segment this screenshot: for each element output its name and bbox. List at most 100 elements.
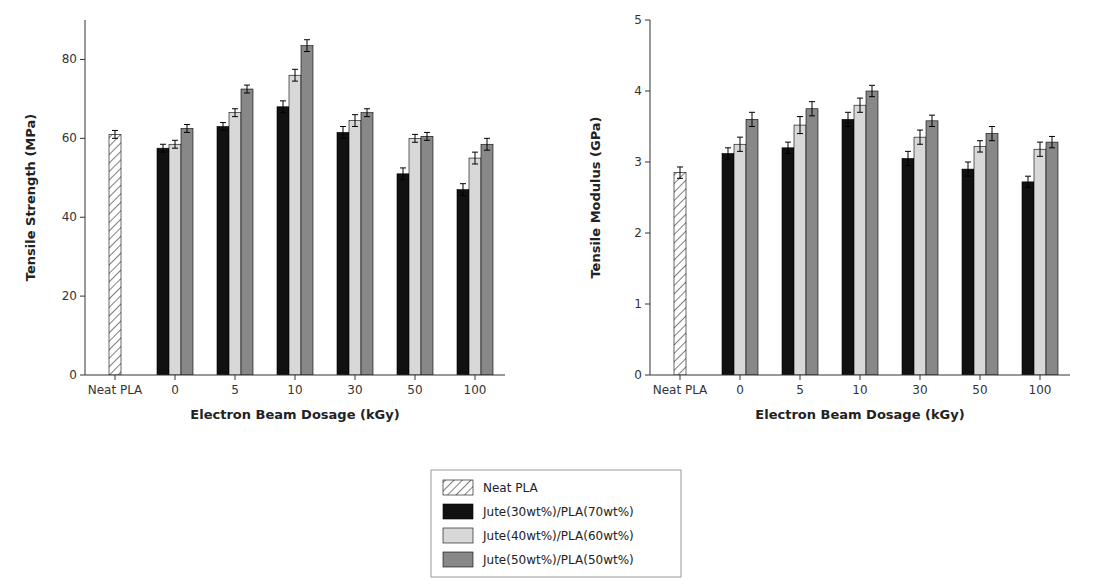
y-tick-label: 4 [634,84,642,98]
bar [109,134,121,375]
y-tick [80,375,85,376]
y-tick [645,91,650,92]
error-bar [797,117,803,134]
error-cap [340,138,346,139]
bar [722,153,734,375]
bar-hatch [109,134,121,375]
error-stem [367,109,368,117]
error-cap [112,138,118,139]
error-bar [352,115,358,127]
x-tick-label: Neat PLA [653,383,708,397]
error-stem [800,117,801,134]
error-stem [932,115,933,126]
y-tick [80,217,85,218]
bar [794,125,806,375]
y-tick-label: 0 [634,368,642,382]
error-stem [992,127,993,141]
error-bar [472,152,478,164]
error-cap [484,138,490,139]
bar [217,127,229,376]
error-cap [845,126,851,127]
error-stem [1028,176,1029,187]
error-cap [809,101,815,102]
error-stem [475,152,476,164]
x-tick [295,375,296,380]
legend-label: Neat PLA [483,481,538,495]
bar [457,190,469,375]
error-stem [872,85,873,96]
error-stem [187,125,188,133]
x-tick-label: 5 [231,383,239,397]
y-tick-label: 0 [69,368,77,382]
x-axis-label: Electron Beam Dosage (kGy) [755,407,964,422]
error-bar [929,115,935,126]
error-bar [749,112,755,126]
bar [806,109,818,375]
x-tick [920,375,921,380]
bar [674,173,686,375]
error-cap [989,140,995,141]
bar [169,144,181,375]
x-tick-label: 10 [287,383,302,397]
error-bar [869,85,875,96]
y-tick-label: 1 [634,297,642,311]
error-stem [355,115,356,127]
error-stem [223,123,224,131]
error-bar [737,137,743,151]
error-cap [809,115,815,116]
bar [854,105,866,375]
x-tick [980,375,981,380]
y-tick-label: 2 [634,226,642,240]
error-cap [220,122,226,123]
error-cap [304,39,310,40]
error-cap [424,140,430,141]
error-stem [812,102,813,116]
bar [289,75,301,375]
error-cap [1037,142,1043,143]
error-bar [172,140,178,148]
bar [782,148,794,375]
x-tick-label: 10 [852,383,867,397]
error-cap [184,132,190,133]
error-cap [280,100,286,101]
error-cap [400,167,406,168]
error-bar [677,167,683,178]
error-bar [112,130,118,138]
error-bar [785,142,791,153]
x-tick-label: Neat PLA [88,383,143,397]
error-cap [965,176,971,177]
error-bar [220,123,226,131]
y-tick-label: 60 [62,131,77,145]
y-tick-label: 20 [62,289,77,303]
bars [674,91,1058,375]
error-cap [749,112,755,113]
error-cap [280,112,286,113]
bar [181,128,193,375]
error-cap [352,126,358,127]
y-tick [645,304,650,305]
error-stem [247,85,248,93]
panel: 020406080Neat PLA05103050100Electron Bea… [23,20,505,422]
bar [301,46,313,375]
error-cap [869,96,875,97]
x-tick [740,375,741,380]
x-tick-label: 5 [796,383,804,397]
error-cap [340,126,346,127]
x-tick [175,375,176,380]
bar [157,148,169,375]
x-tick [475,375,476,380]
y-tick [645,20,650,21]
y-tick-label: 80 [62,52,77,66]
error-cap [160,152,166,153]
error-stem [920,130,921,144]
bar [842,119,854,375]
error-cap [989,126,995,127]
error-cap [484,150,490,151]
bar [229,113,241,375]
bar [421,136,433,375]
error-cap [1049,136,1055,137]
error-stem [463,184,464,196]
error-bars [677,85,1055,187]
error-stem [403,168,404,180]
error-bar [989,127,995,141]
